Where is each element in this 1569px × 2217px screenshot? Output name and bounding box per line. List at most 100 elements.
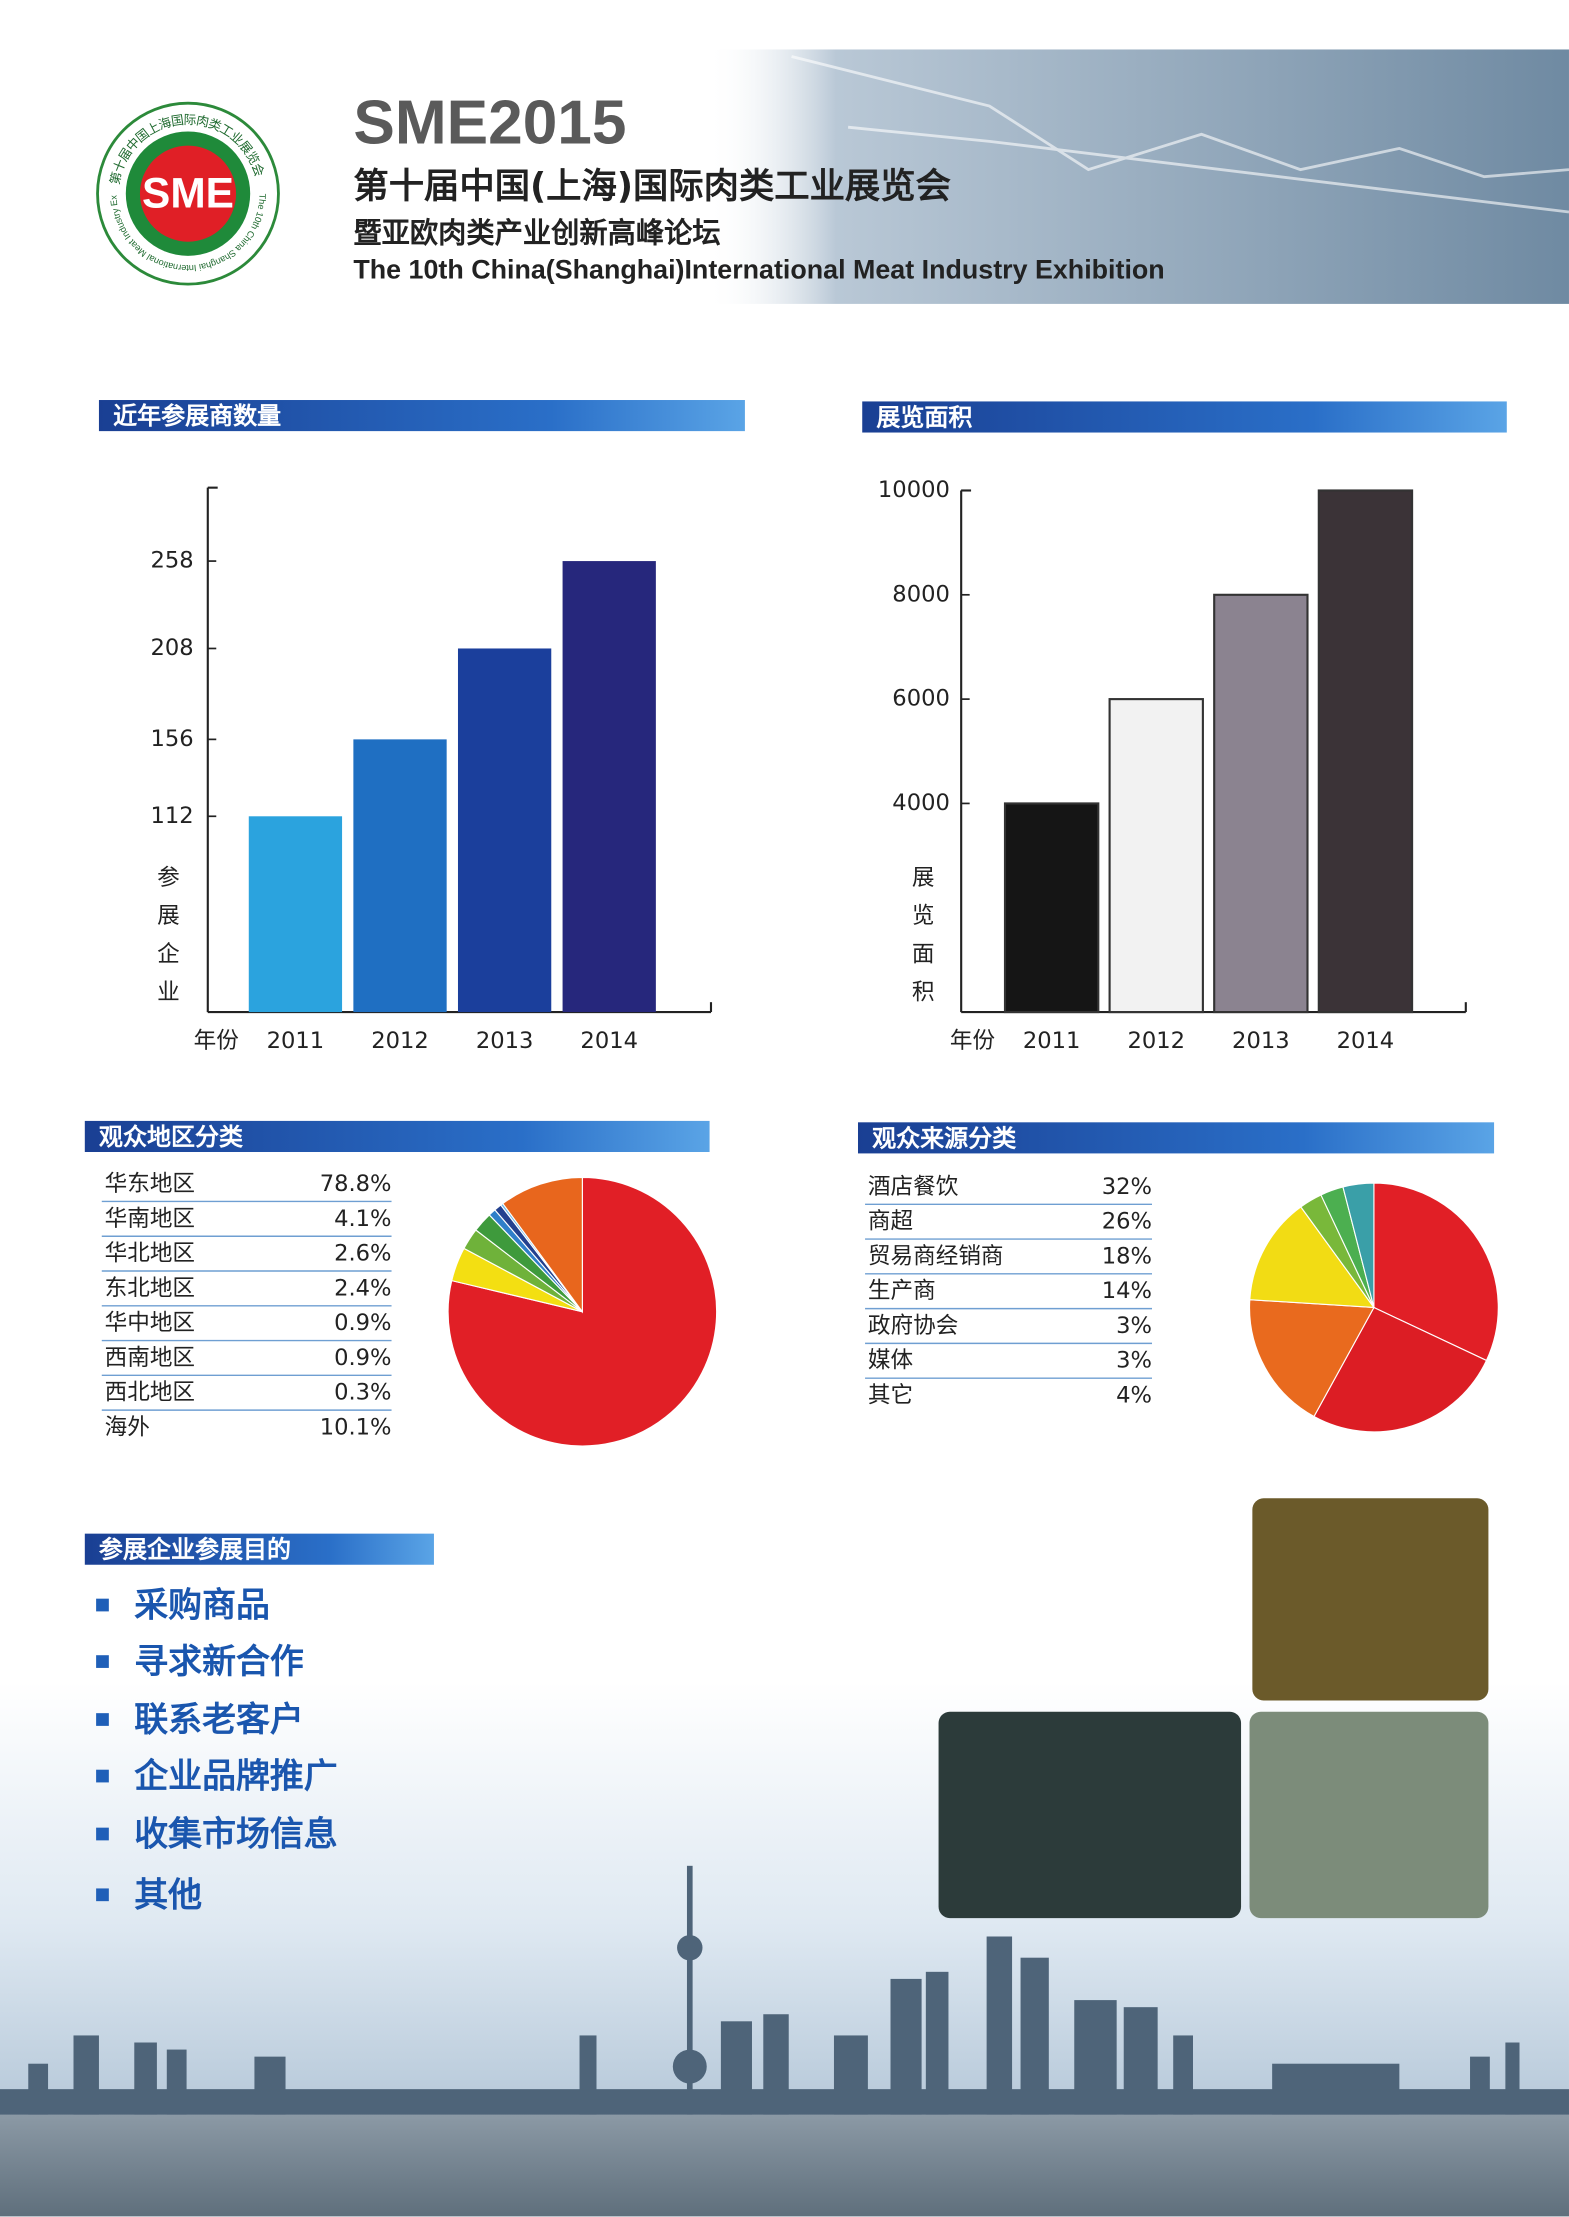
legend-name: 媒体 bbox=[868, 1348, 913, 1374]
bar bbox=[1213, 593, 1309, 1014]
legend-value: 26% bbox=[1102, 1209, 1152, 1235]
legend-value: 78.8% bbox=[320, 1171, 392, 1197]
pie-slice bbox=[1248, 1299, 1375, 1418]
section-bar bbox=[84, 1120, 710, 1153]
legend-value: 0.9% bbox=[334, 1310, 391, 1336]
bullet bbox=[96, 1655, 109, 1668]
x-tick-label: 2013 bbox=[476, 1028, 534, 1054]
purpose-item: 寻求新合作 bbox=[134, 1642, 304, 1681]
x-tick-label: 2012 bbox=[1127, 1028, 1185, 1054]
x-axis-label: 年份 bbox=[950, 1028, 995, 1054]
legend-name: 酒店餐饮 bbox=[868, 1174, 959, 1200]
legend-value: 4% bbox=[1116, 1382, 1152, 1408]
bar bbox=[562, 561, 656, 1013]
legend-name: 东北地区 bbox=[105, 1275, 195, 1301]
purpose-item: 其他 bbox=[134, 1875, 202, 1914]
section-title: 参展企业参展目的 bbox=[99, 1536, 291, 1564]
y-tick-label: 4000 bbox=[892, 790, 950, 816]
y-tick-label: 112 bbox=[150, 803, 193, 829]
legend-name: 西南地区 bbox=[105, 1345, 195, 1371]
legend-value: 32% bbox=[1102, 1174, 1152, 1200]
section-bar bbox=[98, 400, 745, 432]
pie-slice bbox=[1373, 1182, 1499, 1362]
legend-name: 西北地区 bbox=[105, 1380, 195, 1406]
purpose-item: 企业品牌推广 bbox=[134, 1757, 337, 1796]
section-title: 展览面积 bbox=[876, 403, 972, 431]
y-tick-label: 8000 bbox=[892, 581, 950, 607]
legend-value: 18% bbox=[1102, 1243, 1152, 1269]
legend-value: 3% bbox=[1116, 1313, 1152, 1339]
purpose-item: 联系老客户 bbox=[134, 1700, 304, 1739]
river bbox=[0, 2113, 1569, 2217]
logo-red bbox=[139, 145, 237, 242]
y-tick-label: 258 bbox=[150, 548, 193, 574]
header-subtitle-cn2: 暨亚欧肉类产业创新高峰论坛 bbox=[353, 217, 720, 250]
bar bbox=[1317, 489, 1414, 1014]
x-tick-label: 2011 bbox=[267, 1028, 325, 1054]
booth-photo bbox=[1252, 1498, 1489, 1701]
legend-name: 贸易商经销商 bbox=[868, 1243, 1004, 1269]
header-subtitle-en: The 10th China(Shanghai)International Me… bbox=[353, 254, 1164, 284]
y-tick-label: 10000 bbox=[878, 477, 950, 503]
legend-value: 2.6% bbox=[334, 1241, 391, 1267]
legend-value: 3% bbox=[1116, 1348, 1152, 1374]
y-tick-label: 6000 bbox=[892, 686, 950, 712]
section-title: 观众来源分类 bbox=[872, 1124, 1017, 1152]
legend-name: 华北地区 bbox=[105, 1241, 195, 1267]
hall-photo bbox=[706, 49, 1569, 304]
legend-name: 政府协会 bbox=[868, 1313, 958, 1339]
legend-name: 商超 bbox=[868, 1209, 913, 1235]
bullet bbox=[96, 1769, 109, 1783]
bullet bbox=[96, 1713, 109, 1726]
section-title: 观众地区分类 bbox=[99, 1123, 244, 1151]
purpose-item: 采购商品 bbox=[134, 1586, 270, 1625]
x-tick-label: 2011 bbox=[1023, 1028, 1081, 1054]
header-title: SME2015 bbox=[353, 89, 626, 158]
x-tick-label: 2013 bbox=[1232, 1028, 1290, 1054]
pie-slice bbox=[502, 1176, 583, 1314]
bullet bbox=[96, 1827, 109, 1841]
purpose-item: 收集市场信息 bbox=[134, 1815, 337, 1854]
x-tick-label: 2014 bbox=[580, 1028, 638, 1054]
pie-slice bbox=[1249, 1206, 1376, 1309]
logo-text: SME bbox=[142, 170, 234, 217]
y-tick-label: 156 bbox=[150, 726, 193, 752]
legend-name: 华东地区 bbox=[105, 1171, 195, 1197]
bullet bbox=[96, 1598, 109, 1612]
legend-name: 华中地区 bbox=[105, 1310, 195, 1336]
bar bbox=[248, 816, 343, 1013]
legend-value: 0.3% bbox=[334, 1380, 391, 1406]
legend-value: 0.9% bbox=[334, 1345, 391, 1371]
bar bbox=[1003, 802, 1100, 1014]
y-axis-label: 参展企业 bbox=[153, 865, 179, 1018]
legend-value: 10.1% bbox=[320, 1414, 392, 1440]
x-tick-label: 2014 bbox=[1337, 1028, 1395, 1054]
x-axis-label: 年份 bbox=[194, 1028, 239, 1054]
legend-name: 海外 bbox=[105, 1414, 150, 1440]
bullet bbox=[96, 1888, 109, 1902]
y-axis-label: 展览面积 bbox=[908, 865, 934, 1018]
bar bbox=[1108, 698, 1204, 1014]
legend-name: 生产商 bbox=[868, 1278, 936, 1304]
hall-crowd-photo bbox=[938, 1711, 1242, 1919]
section-title: 近年参展商数量 bbox=[113, 402, 281, 430]
section-bar bbox=[862, 401, 1507, 433]
visitors-photo bbox=[1249, 1711, 1489, 1919]
legend-name: 华南地区 bbox=[105, 1206, 195, 1232]
bar bbox=[457, 648, 552, 1013]
skyline bbox=[0, 1865, 1569, 2115]
pie-slice bbox=[1342, 1182, 1375, 1308]
section-bar bbox=[84, 1533, 434, 1565]
hall-roof bbox=[791, 55, 1569, 214]
x-tick-label: 2012 bbox=[371, 1028, 429, 1054]
legend-value: 2.4% bbox=[334, 1275, 391, 1301]
header-subtitle-cn: 第十届中国(上海)国际肉类工业展览会 bbox=[353, 166, 951, 207]
legend-value: 4.1% bbox=[334, 1206, 391, 1232]
bar bbox=[353, 739, 447, 1013]
legend-value: 14% bbox=[1102, 1278, 1152, 1304]
section-bar bbox=[857, 1122, 1495, 1154]
y-tick-label: 208 bbox=[150, 635, 193, 661]
